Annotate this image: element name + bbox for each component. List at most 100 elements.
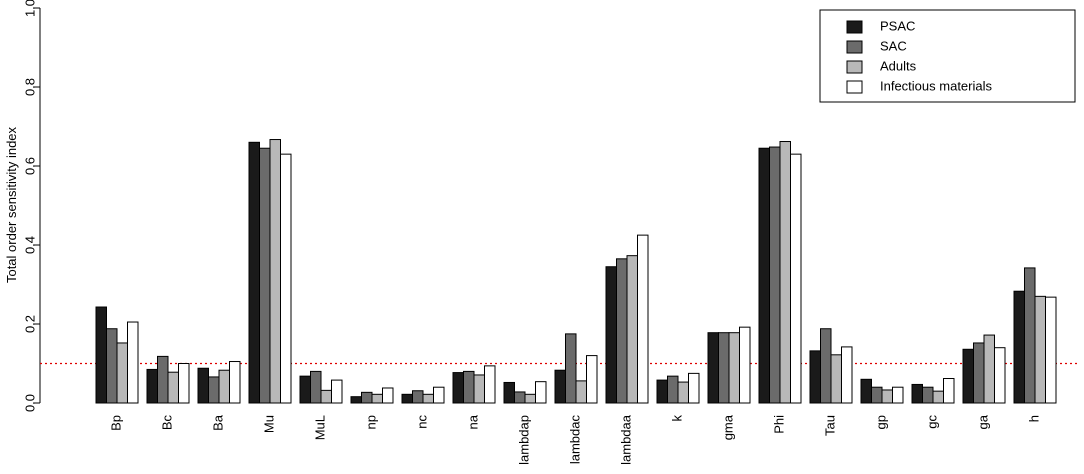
bar-group-np [350, 387, 394, 404]
bar-Ba-psac [197, 367, 209, 404]
bar-gma-psac [707, 332, 719, 404]
bar-lambdac-adults [575, 380, 587, 404]
bar-group-lambdaa [605, 234, 649, 404]
bar-group-lambdac [554, 333, 598, 404]
bar-Bc-infectious-materials [178, 363, 190, 404]
bar-na-psac [452, 372, 464, 404]
bar-Bc-adults [167, 371, 179, 404]
legend-label: Infectious materials [880, 78, 992, 93]
y-tick-label: 0.6 [22, 157, 37, 175]
bar-np-sac [361, 391, 373, 404]
bar-lambdap-sac [514, 391, 526, 404]
bar-gp-infectious-materials [892, 386, 904, 404]
bar-group-Bp [95, 306, 139, 404]
x-tick-label: gma [720, 414, 735, 440]
bar-lambdaa-infectious-materials [637, 234, 649, 404]
y-tick-label: 0.8 [22, 78, 37, 96]
bar-nc-sac [412, 390, 424, 404]
bar-h-infectious-materials [1045, 296, 1057, 404]
bar-nc-adults [422, 393, 434, 404]
x-tick-label: h [1026, 415, 1041, 422]
x-tick-label: lambdap [516, 415, 531, 465]
bar-Bp-sac [106, 328, 118, 404]
bar-lambdap-psac [503, 381, 515, 404]
bar-Phi-sac [769, 146, 781, 404]
bar-gc-sac [922, 386, 934, 404]
y-tick-label: 0.2 [22, 315, 37, 333]
bar-k-psac [656, 379, 668, 404]
bar-ga-adults [983, 334, 995, 404]
bar-group-Phi [758, 141, 802, 404]
bar-gma-sac [718, 332, 730, 404]
bars-layer [95, 139, 1057, 404]
legend-swatch [846, 60, 863, 74]
bar-Mu-psac [248, 141, 260, 404]
bar-Bc-psac [146, 368, 158, 404]
bar-nc-infectious-materials [433, 386, 445, 404]
bar-gp-adults [881, 389, 893, 404]
bar-lambdaa-psac [605, 266, 617, 404]
bar-Tau-psac [809, 350, 821, 404]
bar-h-adults [1034, 295, 1046, 404]
y-axis-label: Total order sensitivity index [4, 126, 19, 283]
x-tick-label: Mu [261, 415, 276, 433]
bar-nc-psac [401, 393, 413, 404]
bar-gma-adults [728, 332, 740, 404]
x-tick-label: Bc [159, 415, 174, 431]
bar-Phi-psac [758, 147, 770, 404]
bar-lambdaa-sac [616, 258, 628, 404]
bar-lambdap-infectious-materials [535, 381, 547, 404]
bar-lambdac-infectious-materials [586, 355, 598, 404]
bar-group-Mu [248, 139, 292, 404]
x-tick-label: np [363, 415, 378, 429]
legend: PSAC SAC Adults Infectious materials [819, 9, 1076, 103]
bar-gp-psac [860, 378, 872, 404]
bar-MuL-infectious-materials [331, 379, 343, 404]
bar-ga-infectious-materials [994, 347, 1006, 404]
bar-lambdaa-adults [626, 255, 638, 404]
bar-ga-psac [962, 348, 974, 404]
bar-group-lambdap [503, 381, 547, 404]
bar-Ba-sac [208, 376, 220, 404]
bar-Phi-adults [779, 141, 791, 404]
y-axis: 0.0 0.2 0.4 0.6 0.8 1.0 [22, 0, 41, 412]
bar-group-na [452, 365, 496, 404]
bar-k-infectious-materials [688, 372, 700, 404]
bar-Mu-adults [269, 139, 281, 404]
x-tick-label: lambdac [567, 415, 582, 465]
bar-group-Ba [197, 361, 241, 404]
legend-label: SAC [880, 38, 907, 53]
x-tick-label: nc [414, 415, 429, 429]
bar-Tau-sac [820, 328, 832, 404]
x-tick-label: lambdaa [618, 414, 633, 465]
bar-Bc-sac [157, 355, 169, 404]
bar-group-gp [860, 378, 904, 404]
bar-lambdap-adults [524, 393, 536, 404]
legend-swatch [846, 20, 863, 34]
bar-group-gc [911, 378, 955, 404]
bar-ga-sac [973, 342, 985, 404]
bar-group-gma [707, 326, 751, 404]
x-tick-label: Ba [210, 414, 225, 431]
bar-Bp-infectious-materials [127, 321, 139, 404]
y-tick-label: 1.0 [22, 0, 37, 17]
bar-group-k [656, 372, 700, 404]
bar-na-infectious-materials [484, 365, 496, 404]
x-tick-label: gc [924, 415, 939, 429]
bar-gc-infectious-materials [943, 378, 955, 404]
bar-lambdac-psac [554, 369, 566, 404]
x-axis-labels: Bp Bc Ba Mu MuL np nc na lambdap lambdac lambdaa k g… [108, 414, 1041, 465]
x-tick-label: MuL [312, 415, 327, 440]
x-tick-label: Bp [108, 415, 123, 431]
bar-Tau-infectious-materials [841, 346, 853, 404]
bar-Ba-adults [218, 369, 230, 404]
bar-Tau-adults [830, 354, 842, 404]
bar-group-nc [401, 386, 445, 404]
y-tick-label: 0.0 [22, 394, 37, 412]
x-tick-label: Tau [822, 415, 837, 436]
bar-group-Tau [809, 328, 853, 404]
legend-label: Adults [880, 58, 917, 73]
y-tick-label: 0.4 [22, 236, 37, 254]
